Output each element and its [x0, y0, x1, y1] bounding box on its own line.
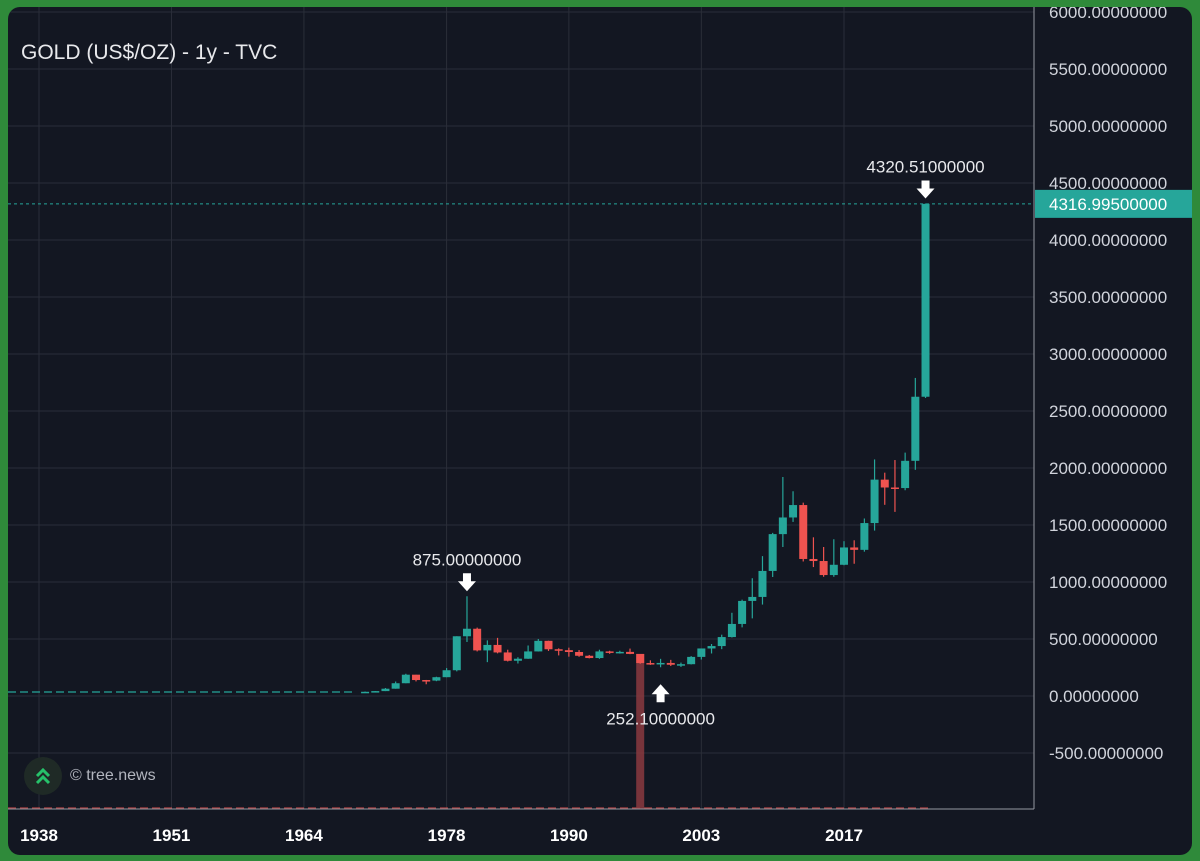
candle-body[interactable]: [697, 648, 706, 657]
candle-body[interactable]: [564, 650, 573, 652]
anomaly-bar: [636, 653, 645, 809]
candle-body[interactable]: [676, 664, 685, 666]
candle-body[interactable]: [717, 637, 726, 647]
candle-body[interactable]: [554, 649, 563, 651]
candle-body[interactable]: [513, 658, 522, 661]
candle-body[interactable]: [422, 680, 431, 682]
arrow-down-icon: [916, 180, 935, 199]
candle-body[interactable]: [575, 651, 584, 656]
candle-body[interactable]: [727, 623, 736, 638]
y-tick-label: 6000.00000000: [1049, 7, 1167, 22]
candle-body[interactable]: [778, 517, 787, 535]
candle-body[interactable]: [483, 644, 492, 651]
candle-body[interactable]: [524, 651, 533, 659]
x-tick-label: 1938: [20, 826, 58, 845]
current-price-badge: [1035, 189, 1192, 218]
arrow-up-icon: [651, 684, 670, 703]
candle-body[interactable]: [809, 558, 818, 562]
candle-body[interactable]: [595, 651, 604, 659]
candle-body[interactable]: [850, 547, 859, 550]
candle-body[interactable]: [738, 600, 747, 624]
x-tick-label: 1964: [285, 826, 323, 845]
x-tick-label: 1990: [550, 826, 588, 845]
candle-body[interactable]: [829, 564, 838, 576]
candle-body[interactable]: [534, 640, 543, 652]
x-tick-label: 1978: [428, 826, 466, 845]
candle-body[interactable]: [503, 652, 512, 661]
chart-frame: 6000.00000000 5500.00000000 5000.00000000 4…: [8, 7, 1192, 855]
candle-body[interactable]: [585, 655, 594, 659]
candle-body[interactable]: [605, 651, 614, 653]
candle-body[interactable]: [890, 487, 899, 489]
annotation-label: 252.10000000: [606, 709, 715, 728]
candle-body[interactable]: [636, 653, 645, 664]
candle-body[interactable]: [748, 596, 757, 601]
current-price-label: 4316.99500000: [1049, 195, 1167, 214]
y-tick-label: 2500.00000000: [1049, 402, 1167, 421]
candle-body[interactable]: [412, 674, 421, 681]
candle-body[interactable]: [870, 479, 879, 524]
y-tick-label: 3000.00000000: [1049, 345, 1167, 364]
candle-body[interactable]: [666, 662, 675, 665]
y-tick-label: 0.00000000: [1049, 687, 1139, 706]
candle-body[interactable]: [432, 677, 441, 681]
candle-body[interactable]: [799, 505, 808, 559]
candle-body[interactable]: [452, 636, 461, 671]
candle-body[interactable]: [687, 656, 696, 665]
candle-body[interactable]: [442, 670, 451, 678]
x-tick-label: 1951: [153, 826, 191, 845]
candle-body[interactable]: [361, 691, 370, 694]
candle-body[interactable]: [840, 547, 848, 565]
y-tick-label: 5000.00000000: [1049, 117, 1167, 136]
y-tick-label: 1000.00000000: [1049, 573, 1167, 592]
y-tick-label: 500.00000000: [1049, 630, 1158, 649]
candle-body[interactable]: [462, 628, 471, 637]
candle-body[interactable]: [880, 479, 889, 488]
candle-body[interactable]: [768, 534, 777, 571]
annotation-label: 875.00000000: [413, 550, 522, 569]
y-tick-label: 3500.00000000: [1049, 288, 1167, 307]
y-tick-label: 1500.00000000: [1049, 516, 1167, 535]
candle-body[interactable]: [656, 662, 665, 665]
candle-body[interactable]: [707, 646, 716, 649]
y-tick-label: 5500.00000000: [1049, 60, 1167, 79]
candle-body[interactable]: [401, 674, 410, 684]
candle-body[interactable]: [493, 644, 502, 653]
watermark-text: © tree.news: [70, 767, 156, 784]
chart-canvas[interactable]: 6000.00000000 5500.00000000 5000.00000000 4…: [8, 7, 1192, 855]
y-tick-label: -500.00000000: [1049, 744, 1163, 763]
y-tick-label: 4000.00000000: [1049, 231, 1167, 250]
candle-body[interactable]: [391, 683, 400, 689]
candle-body[interactable]: [758, 570, 767, 597]
y-tick-label: 2000.00000000: [1049, 459, 1167, 478]
candle-body[interactable]: [371, 691, 380, 693]
candle-body[interactable]: [544, 640, 553, 650]
candle-body[interactable]: [789, 505, 798, 518]
candle-body[interactable]: [615, 651, 624, 654]
candle-body[interactable]: [819, 561, 828, 576]
arrow-down-icon: [457, 573, 476, 592]
candle-body[interactable]: [646, 663, 655, 665]
x-tick-label: 2003: [682, 826, 720, 845]
candle-body[interactable]: [473, 628, 482, 651]
chart-title: GOLD (US$/OZ) - 1y - TVC: [21, 41, 278, 64]
x-tick-label: 2017: [825, 826, 863, 845]
candle-body[interactable]: [921, 203, 930, 397]
candle-body[interactable]: [381, 688, 390, 692]
candle-body[interactable]: [901, 460, 910, 489]
candle-body[interactable]: [911, 396, 920, 461]
double-chevron-up-icon: [24, 757, 62, 795]
watermark: © tree.news: [24, 757, 156, 795]
candle-body[interactable]: [860, 523, 869, 550]
y-tick-label: 4500.00000000: [1049, 174, 1167, 193]
annotation-label: 4320.51000000: [866, 157, 984, 176]
candle-body[interactable]: [626, 651, 635, 654]
